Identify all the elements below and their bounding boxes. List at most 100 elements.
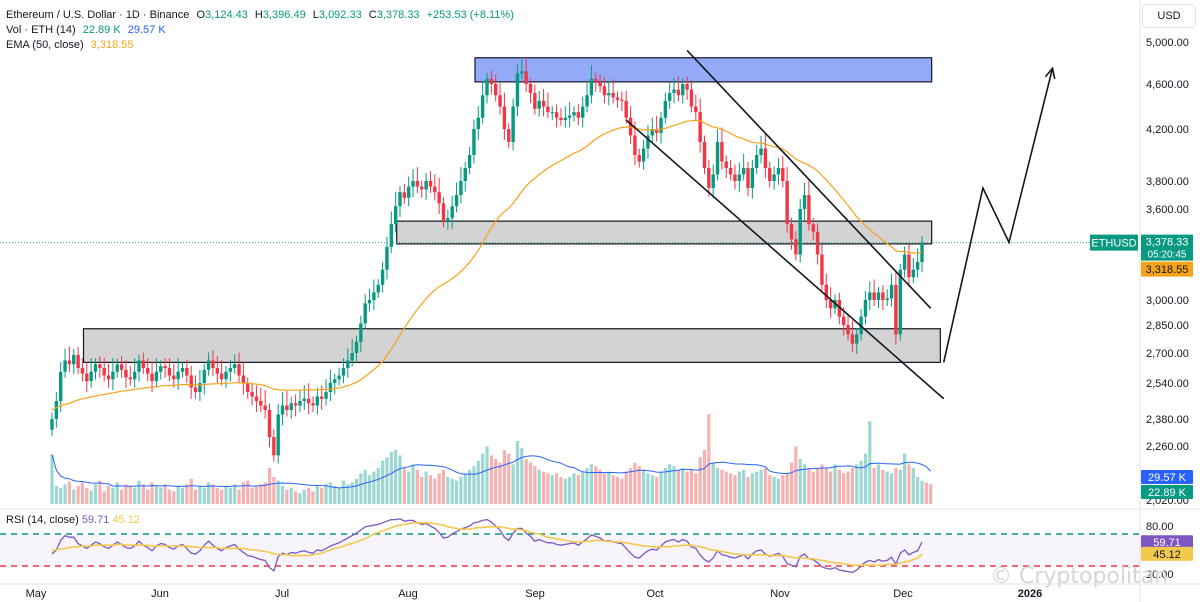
candle-body — [598, 81, 602, 87]
close-value: 3,378.33 — [376, 9, 420, 21]
candle-body — [694, 106, 698, 113]
projection-path — [942, 68, 1054, 363]
candle-body — [620, 99, 624, 101]
volume-bar — [685, 471, 689, 504]
volume-tag-a-text: 29.57 K — [1148, 472, 1187, 484]
candle-body — [737, 174, 741, 181]
volume-bar — [807, 468, 811, 504]
candle-body — [581, 106, 585, 118]
candle-body — [128, 377, 132, 380]
open-value: 3,124.43 — [205, 9, 248, 21]
volume-bar — [63, 484, 67, 504]
volume-bar — [189, 478, 193, 504]
symbol-tag-text: ETHUSD — [1091, 238, 1136, 250]
candle-body — [89, 371, 93, 382]
candle-body — [537, 100, 541, 109]
candle-body — [768, 168, 772, 181]
volume-bar — [528, 462, 533, 504]
volume-bar — [885, 471, 889, 504]
price-tick-label: 2,850.00 — [1146, 320, 1189, 332]
volume-bar — [537, 469, 541, 504]
volume-bar — [89, 490, 93, 504]
volume-bar — [276, 480, 280, 504]
volume-bar — [163, 484, 167, 504]
candle-body — [50, 419, 54, 430]
ema-label: EMA (50, close) — [6, 39, 84, 51]
candle-body — [324, 392, 328, 399]
volume-bar — [106, 486, 111, 504]
volume-bar — [363, 469, 367, 504]
candle-body — [150, 373, 154, 382]
volume-bar — [894, 468, 898, 504]
candle-body — [289, 403, 293, 410]
candle-body — [311, 403, 315, 406]
price-tick-label: 2,260.00 — [1146, 441, 1189, 453]
volume-bar — [259, 484, 263, 504]
candle-body — [341, 368, 346, 376]
candle-body — [80, 368, 85, 374]
candle-body — [911, 269, 915, 278]
candle-body — [367, 300, 372, 304]
volume-bar — [589, 464, 593, 504]
volume-bar — [620, 478, 624, 504]
volume-bar — [185, 484, 189, 504]
candle-body — [898, 269, 902, 335]
candle-body — [881, 292, 885, 300]
candle-body — [733, 174, 737, 181]
volume-bar — [872, 468, 876, 504]
volume-bar — [489, 455, 493, 504]
volume-bar — [742, 469, 746, 504]
volume-bar — [637, 466, 641, 504]
candle-body — [828, 300, 833, 309]
currency-button[interactable]: USD — [1142, 4, 1196, 28]
volume-bar — [237, 489, 241, 504]
volume-bar — [415, 469, 419, 504]
volume-bar — [341, 480, 346, 504]
candle-body — [837, 300, 842, 317]
candle-body — [407, 186, 411, 198]
volume-bar — [924, 482, 928, 504]
volume-bar — [141, 484, 145, 504]
last-price-tag-bg — [1141, 234, 1193, 261]
volume-ma-line — [51, 454, 932, 489]
volume-bar — [876, 464, 881, 504]
candle-body — [607, 93, 611, 96]
candle-body — [233, 364, 237, 368]
volume-bar — [585, 468, 589, 504]
volume-bar — [559, 477, 563, 504]
symbol-tag-bg — [1090, 234, 1138, 251]
candle-body — [85, 373, 89, 382]
candle-body — [698, 112, 702, 142]
candle-body — [654, 129, 659, 133]
volume-bar — [311, 491, 315, 504]
volume-bar — [359, 473, 363, 504]
volume-bar — [829, 471, 833, 504]
volume-bar — [246, 480, 250, 504]
candle-body — [528, 84, 533, 93]
candle-body — [676, 89, 681, 96]
volume-bar — [433, 478, 437, 504]
drawings — [0, 49, 1140, 400]
volume-bar — [441, 469, 446, 504]
candle-body — [272, 437, 276, 456]
candle-body — [641, 148, 646, 162]
volume-legend: Vol · ETH (14) 22.89 K 29.57 K — [6, 24, 166, 36]
candle-body — [750, 168, 755, 188]
candle-body — [615, 97, 620, 100]
candle-body — [206, 360, 211, 370]
rsi-ma-line — [52, 521, 923, 567]
volume-bar — [846, 471, 850, 504]
time-tick-label: 2026 — [1018, 588, 1042, 600]
symbol-legend: Ethereum / U.S. Dollar · 1D · Binance O3… — [6, 9, 514, 21]
candle-body — [520, 71, 524, 74]
candle-body — [781, 168, 785, 181]
volume-bar — [367, 475, 372, 504]
candle-body — [424, 181, 428, 190]
candle-body — [802, 195, 807, 209]
volume-bar — [454, 480, 459, 504]
time-tick-label: Sep — [525, 588, 545, 600]
volume-bar — [150, 482, 154, 504]
candle-body — [398, 192, 402, 207]
price-tick-label: 4,600.00 — [1146, 79, 1189, 91]
